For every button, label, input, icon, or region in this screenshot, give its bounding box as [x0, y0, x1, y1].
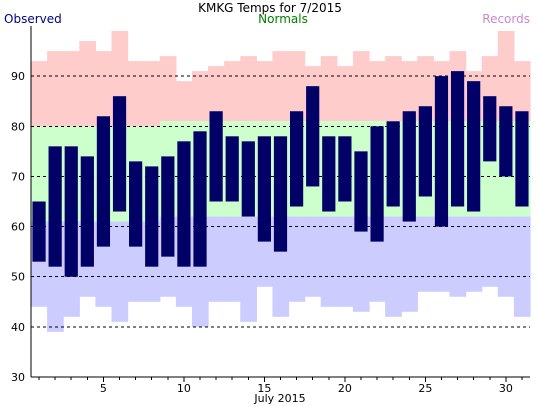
- record-low-band-day-20: [336, 216, 354, 307]
- record-high-band-day-17: [288, 51, 306, 122]
- observed-bar-day-28: [467, 81, 481, 212]
- observed-bar-day-27: [450, 71, 465, 207]
- observed-bar-day-16: [273, 136, 288, 252]
- x-axis-label: July 2015: [253, 392, 305, 405]
- observed-bar-day-6: [112, 96, 127, 212]
- observed-bar-day-26: [434, 76, 449, 227]
- record-low-band-day-27: [449, 216, 467, 297]
- observed-bars: [32, 71, 529, 277]
- x-tick-label-15: 15: [257, 382, 271, 395]
- observed-bar-day-10: [177, 141, 191, 267]
- y-tick-label-80: 80: [11, 120, 25, 133]
- record-high-band-day-21: [352, 51, 370, 122]
- observed-bar-day-29: [483, 96, 497, 162]
- observed-bar-day-2: [48, 146, 62, 267]
- x-tick-label-20: 20: [338, 382, 352, 395]
- record-high-band-day-22: [369, 61, 386, 122]
- record-low-band-day-28: [465, 216, 483, 292]
- record-high-band-day-16: [272, 51, 290, 122]
- legend-observed: Observed: [4, 12, 62, 26]
- legend-normals: Normals: [258, 12, 308, 26]
- observed-bar-day-20: [338, 136, 352, 202]
- record-high-band-day-2: [47, 51, 64, 127]
- y-tick-label-60: 60: [11, 221, 25, 234]
- record-low-band-day-14: [240, 216, 257, 322]
- record-low-band-day-31: [513, 216, 531, 317]
- x-tick-label-10: 10: [177, 382, 191, 395]
- observed-bar-day-22: [370, 126, 384, 242]
- legend-records: Records: [482, 12, 530, 26]
- observed-bar-day-17: [289, 111, 304, 207]
- record-high-band-day-4: [79, 41, 96, 127]
- x-tick-label-30: 30: [499, 382, 513, 395]
- observed-bar-day-18: [306, 86, 320, 187]
- observed-bar-day-25: [418, 106, 432, 197]
- observed-bar-day-3: [64, 146, 78, 277]
- observed-bar-day-31: [515, 111, 529, 207]
- observed-bar-day-4: [80, 156, 94, 267]
- x-tick-labels: 5 10 15 20 25 30: [100, 382, 513, 395]
- record-high-band-day-13: [224, 61, 241, 122]
- record-low-band-day-19: [320, 216, 338, 307]
- observed-bar-day-1: [32, 201, 46, 262]
- observed-bar-day-9: [161, 156, 175, 257]
- observed-bar-day-14: [241, 141, 255, 217]
- observed-bar-day-13: [225, 136, 239, 202]
- y-tick-label-50: 50: [11, 271, 25, 284]
- record-high-band-day-1: [31, 61, 48, 127]
- y-tick-label-70: 70: [11, 170, 25, 183]
- record-low-band-day-18: [304, 216, 322, 297]
- y-tick-labels: 30 40 50 60 70 80 90: [11, 70, 25, 384]
- observed-bar-day-11: [193, 131, 207, 267]
- record-low-band-day-21: [352, 216, 370, 312]
- y-tick-label-90: 90: [11, 70, 25, 83]
- record-low-band-day-13: [224, 216, 241, 302]
- record-high-band-day-11: [191, 71, 209, 122]
- record-high-band-day-14: [240, 56, 257, 122]
- y-tick-label-30: 30: [11, 371, 25, 384]
- observed-bar-day-21: [354, 151, 368, 232]
- observed-bar-day-19: [322, 136, 336, 212]
- x-tick-label-25: 25: [418, 382, 432, 395]
- observed-bar-day-15: [257, 136, 272, 242]
- record-high-band-day-10: [175, 81, 193, 122]
- record-high-band-day-23: [385, 56, 402, 122]
- observed-bar-day-7: [129, 161, 143, 247]
- record-high-band-day-25: [417, 56, 435, 122]
- observed-bar-day-24: [402, 111, 416, 222]
- record-low-band-day-12: [208, 216, 225, 302]
- record-high-band-day-5: [95, 51, 113, 127]
- record-low-band-day-29: [481, 216, 499, 287]
- record-low-band-day-30: [497, 216, 515, 297]
- record-high-band-day-9: [159, 56, 177, 122]
- record-low-band-day-26: [433, 216, 451, 292]
- record-high-band-day-15: [256, 61, 274, 122]
- record-low-band-day-24: [401, 216, 418, 312]
- record-low-band-day-23: [385, 216, 402, 317]
- record-high-band-day-20: [336, 66, 354, 122]
- record-high-band-day-12: [208, 66, 225, 122]
- record-low-band-day-25: [417, 216, 435, 292]
- axes: [30, 26, 530, 382]
- observed-bar-day-8: [145, 166, 159, 267]
- record-high-band-day-7: [127, 61, 145, 127]
- observed-bar-day-12: [209, 111, 223, 202]
- record-high-band-day-8: [143, 61, 161, 127]
- record-high-band-day-19: [320, 56, 338, 122]
- observed-bar-day-30: [499, 106, 513, 177]
- y-tick-label-40: 40: [11, 321, 25, 334]
- observed-bar-day-23: [386, 121, 400, 207]
- record-low-band-day-6: [111, 221, 129, 322]
- observed-bar-day-5: [96, 116, 111, 247]
- chart-title: KMKG Temps for 7/2015: [198, 1, 342, 15]
- record-low-band-day-17: [288, 216, 306, 302]
- x-tick-label-5: 5: [100, 382, 107, 395]
- record-high-band-day-3: [63, 51, 80, 127]
- normal-band-day-1: [31, 126, 48, 222]
